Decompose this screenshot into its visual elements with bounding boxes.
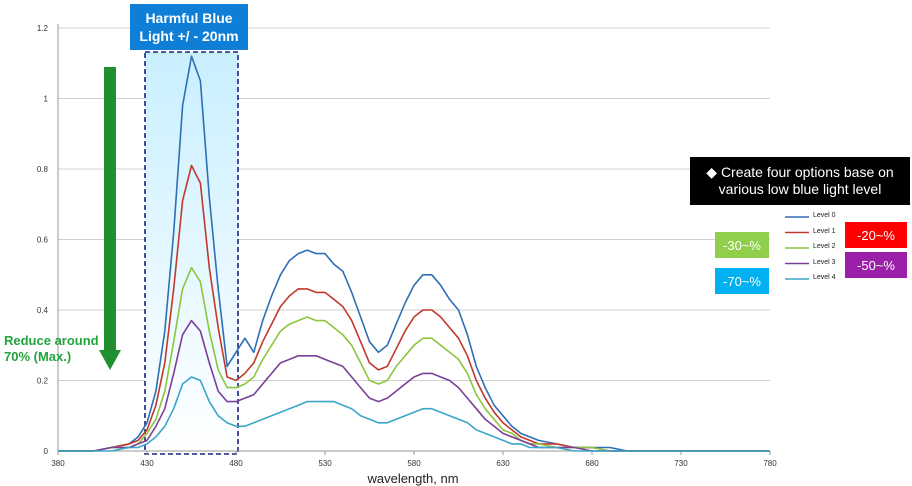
options-note-text: Create four options base on various low … bbox=[718, 164, 894, 197]
y-tick-label: 0.6 bbox=[37, 236, 49, 245]
legend-item-level-4: Level 4 bbox=[813, 274, 836, 281]
reduce-arrow-head bbox=[99, 350, 121, 370]
legend-item-level-3: Level 3 bbox=[813, 258, 836, 266]
x-tick-label: 730 bbox=[674, 459, 688, 468]
x-tick-label: 580 bbox=[407, 459, 421, 468]
legend-item-level-0: Level 0 bbox=[813, 212, 836, 219]
x-tick-label: 380 bbox=[51, 459, 65, 468]
legend-item-level-2: Level 2 bbox=[813, 243, 836, 250]
x-tick-label: 630 bbox=[496, 459, 510, 468]
y-tick-label: 0.2 bbox=[37, 377, 49, 386]
x-axis-label: wavelength, nm bbox=[366, 471, 458, 486]
reduction-badge-50: -50~% bbox=[845, 252, 907, 278]
legend-lines bbox=[785, 216, 809, 280]
reduce-arrow-shaft bbox=[104, 67, 116, 350]
harmful-band-border bbox=[144, 51, 239, 455]
options-note: ◆ Create four options base on various lo… bbox=[690, 157, 910, 205]
x-tick-label: 530 bbox=[318, 459, 332, 468]
y-tick-label: 0.4 bbox=[37, 306, 49, 315]
reduction-badge-20: -20~% bbox=[845, 222, 907, 248]
harmful-blue-light-label: Harmful Blue Light +/ - 20nm bbox=[130, 4, 248, 50]
x-tick-label: 480 bbox=[229, 459, 243, 468]
series-line-level-1 bbox=[58, 164, 770, 452]
series-line-level-3 bbox=[58, 319, 770, 452]
reduce-label: Reduce around 70% (Max.) bbox=[4, 333, 104, 365]
x-tick-label: 780 bbox=[763, 459, 777, 468]
reduce-label-text: Reduce around 70% (Max.) bbox=[4, 333, 99, 364]
x-tick-label: 430 bbox=[140, 459, 154, 468]
harmful-blue-light-text: Harmful Blue Light +/ - 20nm bbox=[139, 10, 239, 44]
series-line-level-4 bbox=[58, 376, 770, 452]
y-tick-label: 1.2 bbox=[37, 24, 49, 33]
reduction-badge-30: -30~% bbox=[715, 232, 769, 258]
tick-labels: 0 0.2 0.4 0.6 0.8 1 1.2 380 430 480 530 580 630 680 73… bbox=[37, 24, 777, 468]
series-line-level-2 bbox=[58, 266, 770, 452]
diamond-bullet-icon: ◆ bbox=[706, 164, 718, 180]
reduce-arrow bbox=[99, 67, 121, 370]
y-tick-label: 0.8 bbox=[37, 165, 49, 174]
legend-item-level-1: Level 1 bbox=[813, 227, 836, 235]
y-tick-label: 1 bbox=[44, 95, 49, 104]
x-tick-label: 680 bbox=[585, 459, 599, 468]
y-tick-label: 0 bbox=[44, 447, 49, 456]
reduction-badge-70: -70~% bbox=[715, 268, 769, 294]
series-line-level-0 bbox=[58, 55, 770, 452]
series-lines bbox=[58, 55, 770, 452]
